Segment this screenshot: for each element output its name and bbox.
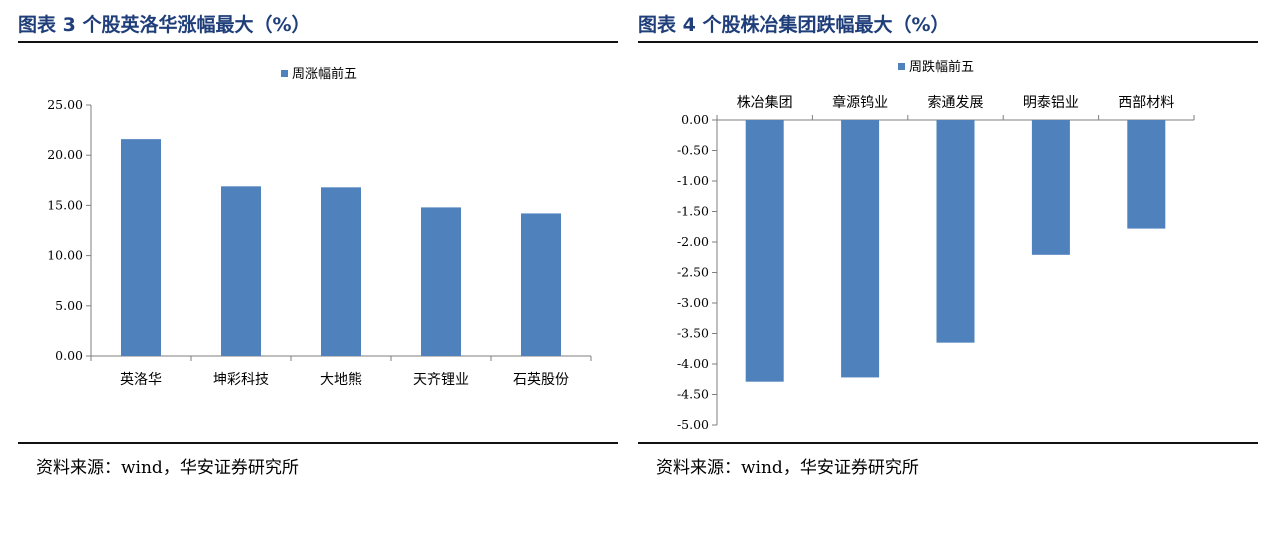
source-rule xyxy=(638,442,1258,444)
figure-panel-left: 图表 3 个股英洛华涨幅最大（%） 周涨幅前五 0.00 5.00 10.00 15.0… xyxy=(18,0,618,542)
bar xyxy=(321,187,361,356)
y-tick-label: -3.50 xyxy=(677,326,709,341)
y-tick-label: 10.00 xyxy=(47,248,83,263)
y-tick-label: -4.50 xyxy=(677,387,709,402)
bar xyxy=(936,120,975,343)
x-tick-label: 天齐锂业 xyxy=(413,372,469,388)
y-tick-label: -1.00 xyxy=(677,173,709,188)
bar xyxy=(841,120,880,378)
legend-label: 周涨幅前五 xyxy=(292,66,357,82)
x-tick-label: 明泰铝业 xyxy=(1023,95,1079,111)
y-tick-label: 25.00 xyxy=(47,97,83,112)
x-tick-label: 株冶集团 xyxy=(737,94,793,111)
bar xyxy=(121,139,161,356)
source-note: 资料来源：wind，华安证券研究所 xyxy=(656,458,919,478)
bar-chart-gainers: 周涨幅前五 0.00 5.00 10.00 15.00 20.00 25.00 英洛华 坤彩科技… xyxy=(47,66,592,388)
x-tick-label: 索通发展 xyxy=(928,94,984,111)
x-tick-label: 西部材料 xyxy=(1118,95,1174,111)
figure-title: 图表 4 个股株冶集团跌幅最大（%） xyxy=(638,14,950,36)
x-tick-label: 英洛华 xyxy=(120,371,162,388)
x-tick-label: 大地熊 xyxy=(320,372,362,388)
title-rule xyxy=(18,41,618,43)
bar xyxy=(1031,120,1070,255)
y-tick-label: -5.00 xyxy=(677,417,709,432)
legend-swatch xyxy=(898,63,905,70)
legend-swatch xyxy=(281,70,288,77)
y-tick-label: -1.50 xyxy=(677,204,709,219)
source-rule xyxy=(18,442,618,444)
y-tick-label: -4.00 xyxy=(677,356,709,371)
y-tick-label: -0.50 xyxy=(677,143,709,158)
bar-chart-losers: 周跌幅前五 0.00 -0.50 -1.00 -1.50 -2.00 -2.50 -3.00 -… xyxy=(677,59,1195,432)
source-note: 资料来源：wind，华安证券研究所 xyxy=(36,458,299,478)
y-tick-label: -2.00 xyxy=(677,234,709,249)
y-tick-label: 5.00 xyxy=(55,298,83,313)
y-tick-label: -3.00 xyxy=(677,295,709,310)
bar xyxy=(521,213,561,356)
figure-panel-right: 图表 4 个股株冶集团跌幅最大（%） 周跌幅前五 0.00 -0.50 -1.00 -1… xyxy=(638,0,1258,542)
title-rule xyxy=(638,41,1258,43)
legend-label: 周跌幅前五 xyxy=(909,59,974,75)
y-tick-label: 15.00 xyxy=(47,197,83,212)
y-tick-label: 0.00 xyxy=(681,112,709,127)
bar xyxy=(745,120,784,382)
x-tick-label: 章源钨业 xyxy=(832,94,888,111)
y-tick-label: -2.50 xyxy=(677,265,709,280)
y-tick-label: 0.00 xyxy=(55,348,83,363)
bar xyxy=(421,207,461,356)
figure-title: 图表 3 个股英洛华涨幅最大（%） xyxy=(18,14,311,36)
bar xyxy=(221,186,261,356)
x-tick-label: 坤彩科技 xyxy=(213,372,269,388)
x-tick-label: 石英股份 xyxy=(513,371,569,388)
bar xyxy=(1127,120,1166,229)
y-tick-label: 20.00 xyxy=(47,147,83,162)
